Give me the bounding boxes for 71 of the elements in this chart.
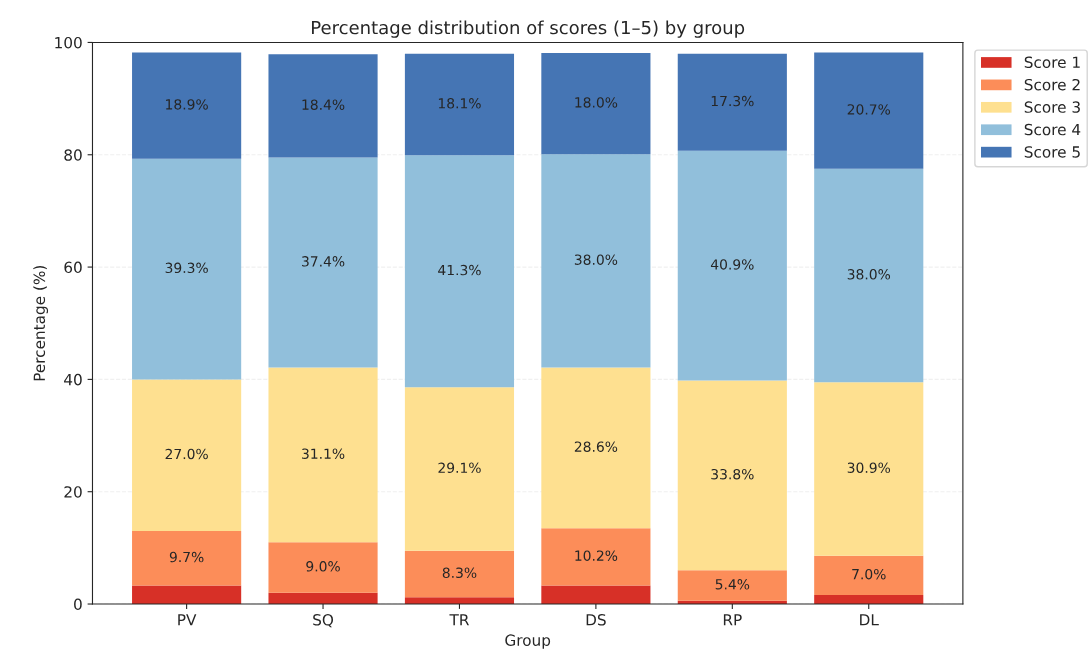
data-label: 17.3% bbox=[711, 95, 754, 107]
bar bbox=[677, 150, 787, 381]
bar bbox=[132, 52, 242, 159]
data-label: 40.9% bbox=[710, 259, 754, 270]
x-tick-label: TR bbox=[449, 614, 469, 626]
bar bbox=[268, 367, 378, 543]
data-label: 28.6% bbox=[574, 441, 618, 452]
x-axis-title: Group bbox=[505, 634, 551, 649]
data-label: 5.4% bbox=[715, 579, 750, 590]
bar bbox=[404, 550, 515, 598]
bar bbox=[541, 367, 651, 529]
chart-title: Percentage distribution of scores (1–5) by group bbox=[312, 20, 745, 38]
data-label: 33.8% bbox=[711, 468, 754, 480]
x-tick-label: SQ bbox=[313, 614, 334, 628]
data-label: 38.0% bbox=[847, 269, 891, 280]
data-label: 29.1% bbox=[438, 462, 481, 473]
bar bbox=[814, 168, 924, 383]
data-label: 9.0% bbox=[306, 561, 340, 572]
x-tick-label: PV bbox=[178, 614, 197, 626]
bar bbox=[541, 53, 651, 155]
data-label: 41.3% bbox=[438, 264, 481, 276]
data-label: 31.1% bbox=[302, 448, 345, 459]
bar bbox=[132, 158, 242, 380]
y-tick-label: 40 bbox=[64, 373, 82, 386]
bar bbox=[677, 380, 787, 571]
bar bbox=[268, 542, 378, 593]
y-tick-label: 20 bbox=[64, 486, 82, 498]
legend-label: Score 4 bbox=[1024, 123, 1081, 136]
data-label: 38.0% bbox=[574, 254, 618, 265]
data-label: 8.3% bbox=[442, 567, 477, 579]
data-label: 18.0% bbox=[575, 97, 618, 108]
x-tick-label: DS bbox=[586, 614, 606, 626]
y-tick-label: 100 bbox=[55, 36, 82, 49]
legend-label: Score 3 bbox=[1024, 101, 1080, 113]
bar bbox=[677, 53, 787, 151]
bar bbox=[268, 157, 378, 368]
bar bbox=[132, 585, 242, 605]
bar bbox=[132, 531, 242, 586]
bar bbox=[541, 154, 651, 368]
x-tick-label: RP bbox=[723, 614, 742, 626]
data-label: 18.1% bbox=[438, 98, 481, 109]
data-label: 10.2% bbox=[575, 550, 618, 561]
data-label: 27.0% bbox=[165, 448, 208, 460]
bar bbox=[814, 382, 924, 556]
data-label: 37.4% bbox=[302, 256, 345, 267]
legend-label: Score 5 bbox=[1024, 146, 1080, 158]
bar bbox=[541, 528, 651, 586]
bar bbox=[404, 387, 515, 551]
bar bbox=[677, 570, 787, 601]
bar bbox=[132, 379, 242, 532]
data-label: 18.9% bbox=[166, 99, 208, 110]
legend-label: Score 1 bbox=[1024, 56, 1080, 69]
data-label: 9.7% bbox=[169, 551, 204, 563]
bar bbox=[814, 52, 924, 169]
data-label: 7.0% bbox=[852, 568, 886, 580]
data-label: 20.7% bbox=[847, 104, 891, 115]
bar bbox=[404, 53, 515, 156]
bar bbox=[814, 555, 924, 596]
bar bbox=[541, 585, 651, 605]
y-tick-label: 60 bbox=[64, 261, 82, 274]
bar bbox=[404, 155, 515, 388]
bar bbox=[268, 54, 378, 158]
data-label: 30.9% bbox=[847, 462, 891, 473]
x-tick-label: DL bbox=[860, 614, 879, 626]
y-tick-label: 0 bbox=[74, 598, 82, 611]
data-label: 18.4% bbox=[302, 99, 345, 110]
legend-label: Score 2 bbox=[1024, 78, 1080, 91]
data-label: 39.3% bbox=[165, 262, 208, 274]
bar bbox=[268, 592, 378, 605]
y-tick-label: 80 bbox=[64, 149, 82, 161]
y-axis-title: Percentage (%) bbox=[33, 265, 49, 381]
